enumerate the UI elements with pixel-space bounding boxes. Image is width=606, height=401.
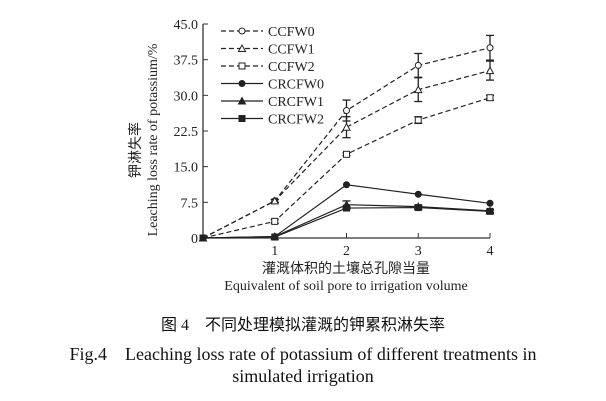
legend-marker (237, 96, 247, 105)
data-point-crcfw2 (199, 234, 207, 242)
figure-caption-en-line2: simulated irrigation (232, 366, 374, 386)
y-tick-label: 22.5 (174, 125, 199, 140)
x-axis-label-cn: 灌溉体积的土壤总孔隙当量 (262, 260, 430, 277)
data-point-ccfw0 (486, 44, 494, 52)
y-tick-label: 15.0 (174, 161, 199, 176)
y-axis-label: Leaching loss rate of potassium/% (146, 43, 161, 236)
y-tick-label: 0 (191, 232, 198, 247)
data-point-ccfw2 (414, 116, 422, 124)
data-point-crcfw2 (486, 207, 494, 215)
y-tick-label: 30.0 (174, 89, 199, 104)
data-point-ccfw1 (413, 85, 423, 94)
data-point-ccfw0 (343, 107, 350, 115)
data-point-crcfw0 (343, 181, 350, 189)
x-tick-label: 2 (343, 244, 350, 259)
legend-label: CCFW1 (268, 43, 315, 58)
legend-label: CRCFW2 (268, 113, 324, 128)
data-point-ccfw0 (414, 61, 422, 69)
data-point-ccfw1 (342, 122, 351, 131)
y-tick-label: 7.5 (181, 196, 199, 211)
data-point-ccfw2 (343, 150, 350, 158)
legend-marker (238, 62, 246, 70)
x-tick-label: 1 (271, 244, 278, 259)
data-point-ccfw1 (485, 66, 495, 75)
y-axis-label-cn: 钾淋失率 (127, 122, 144, 178)
figure-caption-cn: 图 4 不同处理模拟灌溉的钾累积淋失率 (160, 317, 445, 334)
x-axis-label: Equivalent of soil pore to irrigation vo… (224, 279, 467, 294)
legend-label: CCFW0 (268, 25, 315, 40)
data-point-ccfw2 (271, 217, 279, 225)
y-tick-label: 45.0 (174, 18, 199, 33)
data-point-crcfw2 (414, 204, 422, 212)
legend-label: CRCFW0 (268, 78, 324, 93)
data-point-ccfw1 (270, 196, 280, 205)
legend-marker (237, 43, 247, 52)
data-point-crcfw0 (414, 190, 422, 198)
data-point-crcfw0 (486, 199, 494, 207)
legend-marker (238, 80, 246, 87)
series-line-ccfw1 (202, 70, 491, 239)
x-tick-label: 4 (487, 244, 494, 259)
data-point-crcfw2 (343, 204, 350, 212)
legend-marker (238, 115, 246, 122)
data-point-ccfw2 (486, 94, 494, 102)
legend-marker (238, 27, 246, 35)
legend-label: CRCFW1 (268, 95, 324, 110)
line-chart: 0 7.5 15.0 22.5 30.0 37.5 45.0 1 2 3 4 灌溉体积的土壤总孔隙当量… (127, 18, 495, 294)
figure-caption-en-line1: Fig.4 Leaching loss rate of potassium of… (69, 344, 537, 364)
legend-label: CCFW2 (268, 60, 315, 75)
x-tick-label: 3 (415, 244, 422, 259)
y-tick-label: 37.5 (174, 54, 199, 69)
data-point-crcfw2 (271, 233, 279, 241)
